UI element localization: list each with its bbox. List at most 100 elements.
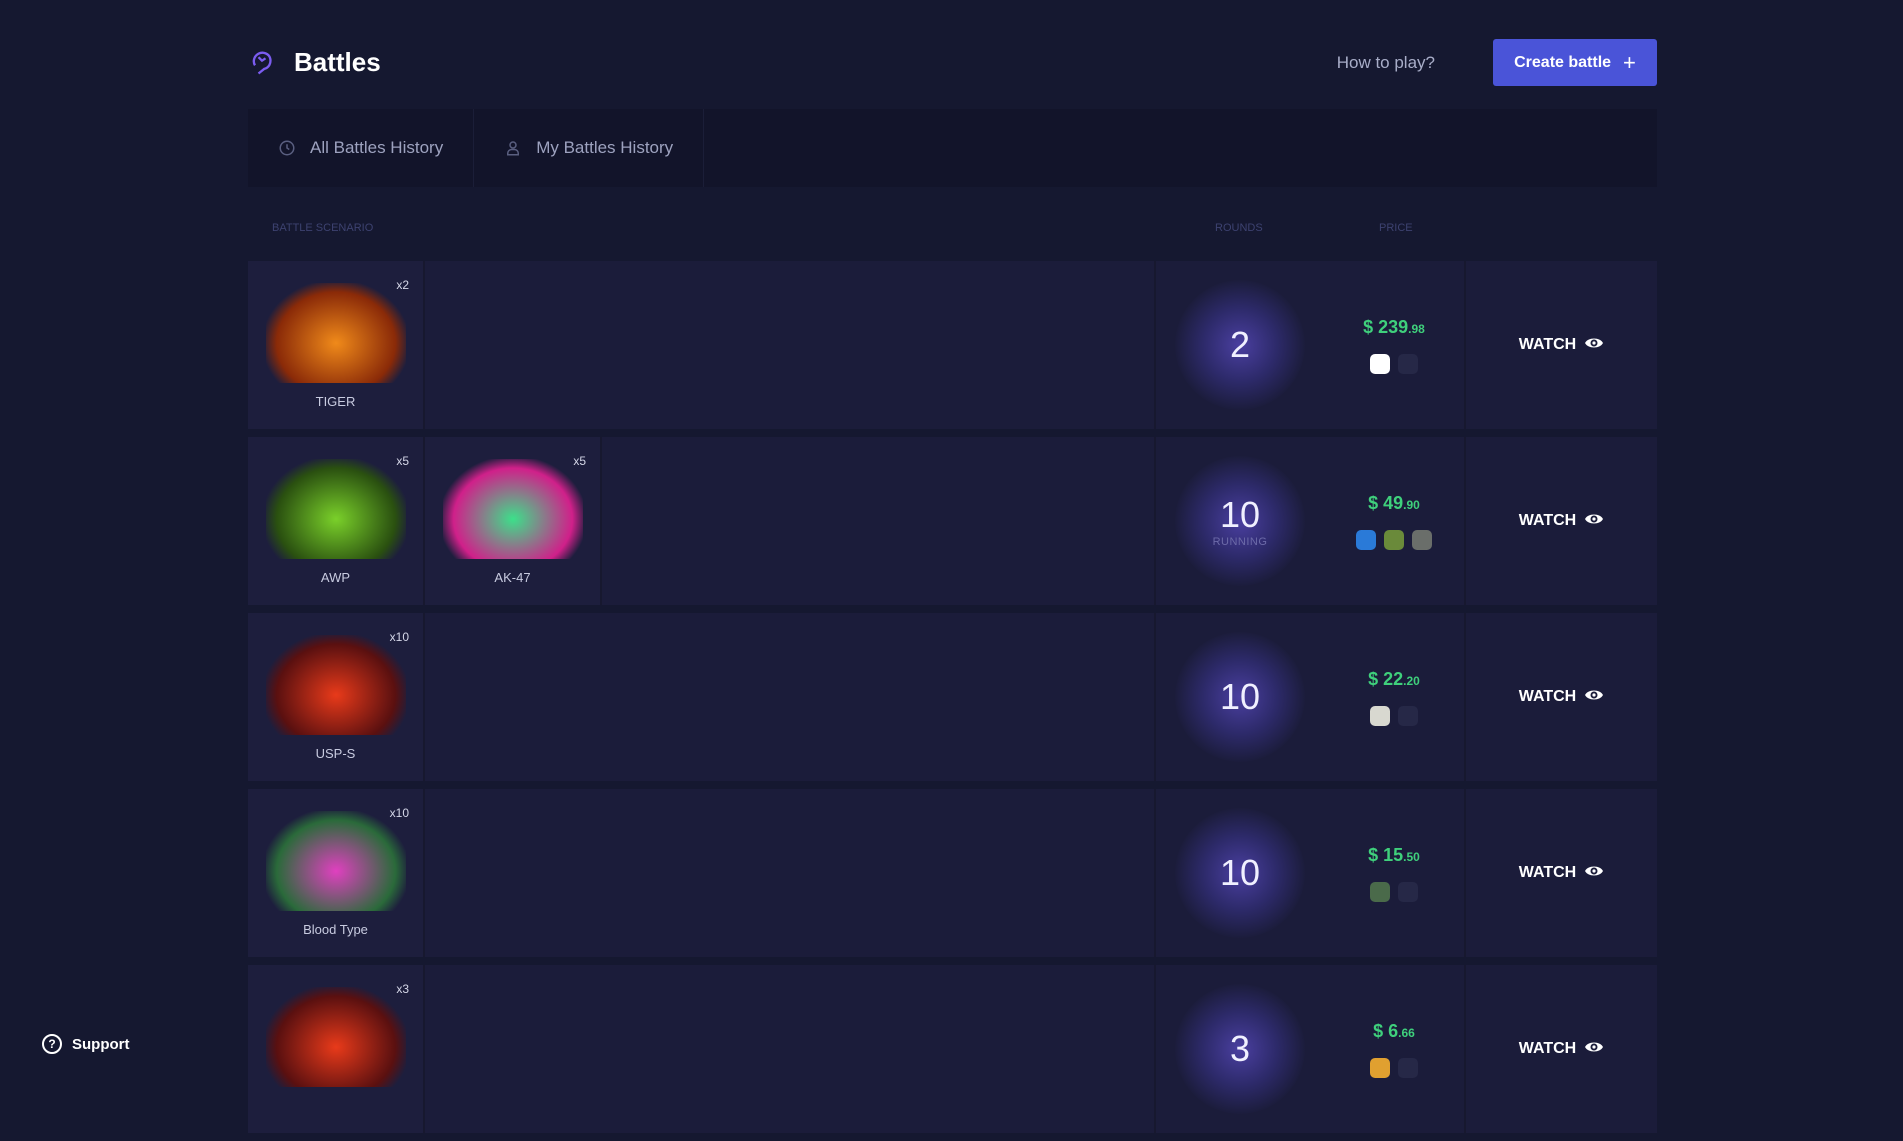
price-cents: .50 [1403,849,1420,864]
price-dollars: $ 22 [1368,668,1404,689]
empty-slot[interactable] [1398,881,1418,902]
battle-items: x10Blood Type [248,789,1154,957]
support-label: Support [72,1035,130,1053]
rounds-cell: 10 RUNNING [1154,437,1324,605]
rounds-count: 10 [1219,852,1261,893]
case-image [266,811,406,911]
eye-icon [1584,336,1604,355]
eye-icon [1584,688,1604,707]
create-battle-label: Create battle [1514,53,1612,71]
create-battle-button[interactable]: Create battle + [1493,39,1657,86]
player-avatar[interactable] [1384,529,1404,550]
battle-items: x2TIGER [248,261,1154,429]
price-cell: $ 22.20 [1324,613,1464,781]
rounds-count: 2 [1229,324,1251,365]
eye-icon [1584,512,1604,531]
rounds-glow-icon [1175,456,1305,586]
empty-slot[interactable] [1398,705,1418,726]
player-avatars [1370,353,1418,374]
eye-icon [1584,1040,1604,1059]
watch-label: WATCH [1518,336,1577,353]
page-header: Battles How to play? Create battle + [248,39,1657,86]
history-icon [279,140,295,156]
watch-label: WATCH [1518,1040,1577,1057]
case-name: AWP [320,570,351,585]
case-image [266,987,406,1087]
tab-all-battles-history[interactable]: All Battles History [248,109,475,187]
case-image [266,459,406,559]
column-price: Price [1379,222,1413,234]
rounds-cell: 10 [1154,613,1324,781]
battle-row[interactable]: x3 3 $ 6.66 WATCH [248,965,1657,1133]
tab-label: My Battles History [536,138,674,157]
battle-price: $ 49.90 [1368,493,1420,514]
column-headers: Battle Scenario Rounds Price [248,222,1657,236]
column-battle-scenario: Battle Scenario [272,222,374,234]
fist-logo-icon [252,51,272,74]
price-dollars: $ 49 [1368,492,1404,513]
battle-status: RUNNING [1212,536,1268,548]
case-item: x5AWP [248,437,425,605]
rounds-cell: 10 [1154,789,1324,957]
plus-icon: + [1623,49,1636,75]
case-name: TIGER [315,394,356,409]
player-avatars [1370,881,1418,902]
help-icon: ? [42,1034,62,1054]
case-image [443,459,583,559]
player-avatar[interactable] [1370,1057,1390,1078]
player-avatar[interactable] [1412,529,1432,550]
rounds-cell: 3 [1154,965,1324,1133]
price-dollars: $ 15 [1368,844,1404,865]
battle-row[interactable]: x2TIGER 2 $ 239.98 WATCH [248,261,1657,429]
battle-price: $ 22.20 [1368,669,1420,690]
player-avatar[interactable] [1370,881,1390,902]
player-avatars [1370,705,1418,726]
player-avatar[interactable] [1370,705,1390,726]
price-cents: .98 [1408,321,1425,336]
case-item: x2TIGER [248,261,425,429]
rounds-glow-icon [1175,808,1305,938]
player-avatars [1370,1057,1418,1078]
price-cell: $ 239.98 [1324,261,1464,429]
empty-slot[interactable] [1398,353,1418,374]
player-avatars [1356,529,1432,550]
price-cell: $ 49.90 [1324,437,1464,605]
case-name: USP-S [315,746,356,761]
watch-button[interactable]: WATCH [1464,965,1657,1133]
watch-button[interactable]: WATCH [1464,789,1657,957]
case-item: x10Blood Type [248,789,425,957]
how-to-play-link[interactable]: How to play? [1336,52,1435,72]
battle-items: x3 [248,965,1154,1133]
column-rounds: Rounds [1215,222,1263,234]
rounds-count: 10 [1219,676,1261,717]
player-avatar[interactable] [1370,353,1390,374]
price-dollars: $ 239 [1363,316,1409,337]
watch-button[interactable]: WATCH [1464,437,1657,605]
empty-slot[interactable] [1398,1057,1418,1078]
watch-label: WATCH [1518,688,1577,705]
user-icon [507,141,520,156]
support-button[interactable]: ? Support [42,1034,130,1054]
battle-price: $ 239.98 [1363,317,1425,338]
watch-label: WATCH [1518,512,1577,529]
watch-button[interactable]: WATCH [1464,613,1657,781]
rounds-glow-icon [1175,280,1305,410]
rounds-count: 10 [1219,494,1261,535]
case-image [266,635,406,735]
player-avatar[interactable] [1356,529,1376,550]
rounds-count: 3 [1229,1028,1251,1069]
battle-row[interactable]: x10USP-S 10 $ 22.20 WATCH [248,613,1657,781]
battle-items: x10USP-S [248,613,1154,781]
price-cents: .66 [1398,1025,1415,1040]
case-image [266,283,406,383]
price-cell: $ 6.66 [1324,965,1464,1133]
case-item: x10USP-S [248,613,425,781]
tab-label: All Battles History [310,138,444,157]
case-name: AK-47 [494,570,531,585]
battle-row[interactable]: x10Blood Type 10 $ 15.50 WATCH [248,789,1657,957]
rounds-glow-icon [1175,632,1305,762]
price-cents: .20 [1403,673,1420,688]
watch-button[interactable]: WATCH [1464,261,1657,429]
tab-my-battles-history[interactable]: My Battles History [474,109,705,187]
